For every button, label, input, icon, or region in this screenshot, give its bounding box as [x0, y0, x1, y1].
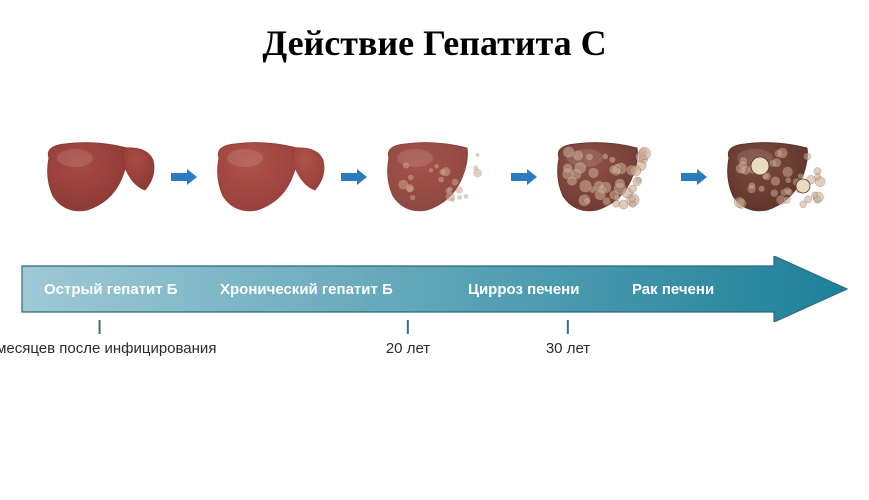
liver-stage-3 — [375, 136, 503, 218]
progress-arrow-icon — [339, 168, 369, 186]
progress-arrow-icon — [509, 168, 539, 186]
timeline-tick: 20 лет — [386, 320, 430, 357]
stage-label: Хронический гепатит Б — [220, 281, 393, 298]
progress-arrow-icon — [679, 168, 709, 186]
liver-progression-row — [0, 136, 869, 218]
stage-label: Рак печени — [632, 281, 714, 298]
stage-label: Острый гепатит Б — [44, 281, 178, 298]
liver-stage-2 — [205, 136, 333, 218]
timeline-tick: 30 лет — [546, 320, 590, 357]
stage-label: Цирроз печени — [468, 281, 579, 298]
liver-stage-1 — [35, 136, 163, 218]
liver-stage-5 — [715, 136, 843, 218]
liver-stage-4 — [545, 136, 673, 218]
timeline-tick: 6 месяцев после инфицирования — [0, 320, 216, 357]
timeline: Острый гепатит Б Хронический гепатит Б Цир… — [0, 256, 869, 396]
page-title: Действие Гепатита С — [0, 0, 869, 64]
progress-arrow-icon — [169, 168, 199, 186]
